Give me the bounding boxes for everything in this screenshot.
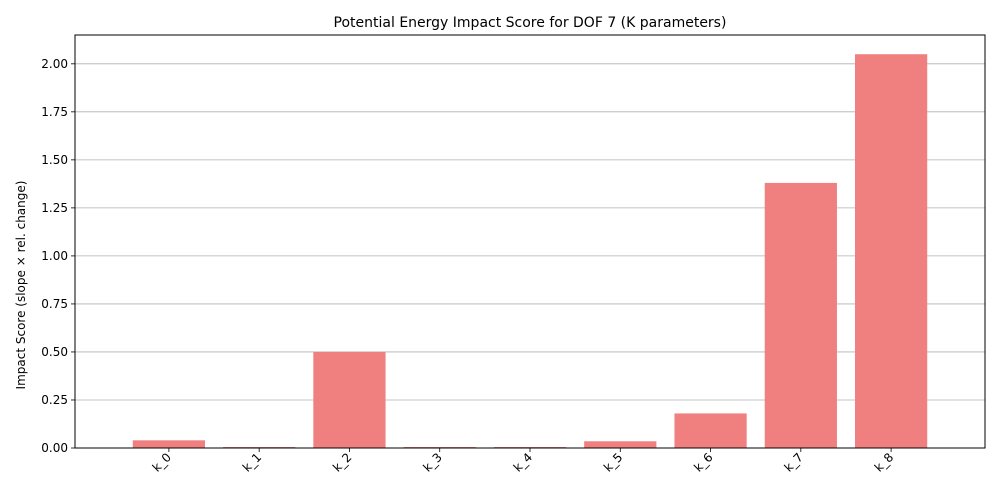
y-tick-label: 1.25 (41, 201, 68, 215)
x-tick-label: k_3 (420, 450, 444, 474)
y-tick-label: 1.75 (41, 105, 68, 119)
plot-frame (74, 34, 986, 449)
y-tick-label: 0.50 (41, 345, 68, 359)
y-tick-label: 2.00 (41, 57, 68, 71)
x-tick-label: k_5 (601, 450, 625, 474)
y-gridlines (75, 63, 985, 449)
y-tick-label: 0.75 (41, 297, 68, 311)
x-tick-label: k_7 (781, 450, 805, 474)
x-tick-label: k_2 (330, 450, 354, 474)
y-tick-label: 0.25 (41, 393, 68, 407)
y-tick-label: 1.00 (41, 249, 68, 263)
bar-k-5 (584, 441, 657, 448)
chart-title: Potential Energy Impact Score for DOF 7 … (334, 15, 727, 31)
bars (132, 54, 928, 449)
y-axis-ticks: 0.00 0.25 0.50 0.75 1.00 1.25 1.50 1.75 2.00 (41, 57, 75, 455)
x-axis-ticks: k_0 k_1 k_2 k_3 k_4 k_5 k_6 k_7 k_8 (150, 448, 896, 475)
bar-k-8 (855, 54, 928, 449)
bar-k-7 (764, 182, 837, 448)
bar-k-0 (132, 440, 205, 448)
x-tick-label: k_0 (150, 450, 174, 474)
x-tick-label: k_6 (691, 450, 715, 474)
y-tick-label: 1.50 (41, 153, 68, 167)
x-tick-label: k_1 (240, 450, 264, 474)
bar-k-6 (674, 413, 747, 448)
x-tick-label: k_4 (511, 450, 535, 474)
bar-k-2 (313, 351, 386, 448)
x-tick-label: k_8 (872, 450, 896, 474)
y-axis-label: Impact Score (slope × rel. change) (14, 181, 28, 390)
y-tick-label: 0.00 (41, 441, 68, 455)
